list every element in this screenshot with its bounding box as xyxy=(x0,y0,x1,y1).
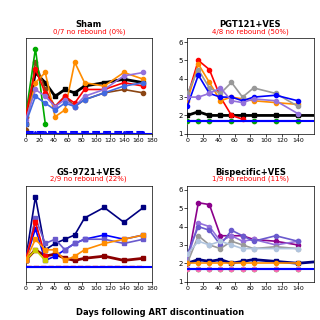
Title: PGT121+VES: PGT121+VES xyxy=(220,20,281,29)
Title: Bispecific+VES: Bispecific+VES xyxy=(215,168,286,177)
Text: 2/9 no rebound (22%): 2/9 no rebound (22%) xyxy=(51,176,127,182)
Title: GS-9721+VES: GS-9721+VES xyxy=(56,168,121,177)
Text: 1/9 no rebound (11%): 1/9 no rebound (11%) xyxy=(212,176,289,182)
Title: Sham: Sham xyxy=(76,20,102,29)
Text: 0/7 no rebound (0%): 0/7 no rebound (0%) xyxy=(52,28,125,35)
Text: 4/8 no rebound (50%): 4/8 no rebound (50%) xyxy=(212,28,289,35)
Text: Days following ART discontinuation: Days following ART discontinuation xyxy=(76,308,244,317)
